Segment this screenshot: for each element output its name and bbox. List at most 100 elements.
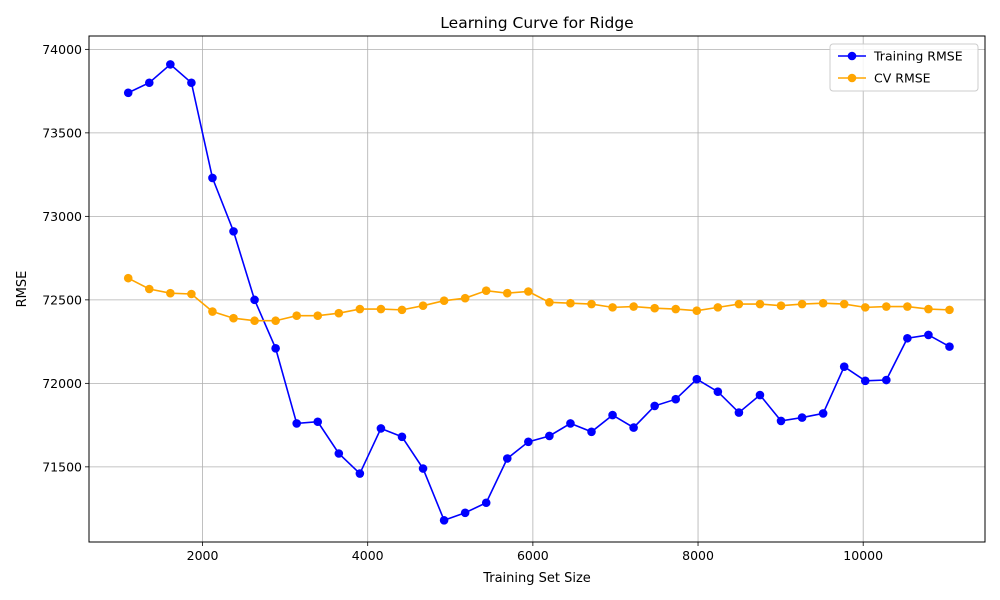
series-layer: [123, 60, 954, 525]
data-point: [587, 427, 596, 437]
data-point: [903, 333, 912, 343]
data-point: [481, 498, 491, 508]
data-point: [397, 432, 407, 442]
data-point: [334, 308, 344, 318]
data-point: [208, 173, 217, 183]
x-tick-label: 6000: [517, 548, 549, 563]
data-point: [524, 437, 533, 447]
data-point: [882, 302, 891, 311]
y-tick-label: 74000: [42, 42, 82, 57]
data-point: [587, 299, 596, 309]
chart-title: Learning Curve for Ridge: [440, 14, 633, 32]
data-point: [271, 316, 280, 326]
data-point: [608, 303, 617, 312]
data-point: [734, 408, 744, 417]
data-point: [692, 374, 702, 384]
series-cv-rmse: [123, 273, 954, 326]
data-point: [755, 299, 765, 309]
data-point: [187, 289, 196, 299]
data-point: [818, 409, 828, 418]
plot-frame: [88, 35, 986, 543]
data-point: [355, 469, 365, 478]
data-point: [945, 305, 954, 315]
data-point: [334, 449, 344, 458]
x-tick-label: 4000: [352, 548, 384, 563]
y-tick-label: 72000: [42, 376, 82, 391]
data-point: [882, 375, 891, 385]
data-point: [566, 298, 575, 308]
series-line: [127, 277, 950, 322]
data-point: [144, 78, 154, 88]
y-axis-label: RMSE: [15, 271, 30, 308]
data-point: [502, 288, 512, 298]
data-point: [650, 401, 659, 411]
data-point: [924, 304, 933, 314]
data-point: [945, 342, 954, 351]
data-point: [123, 273, 133, 283]
data-point: [460, 508, 470, 518]
data-point: [144, 284, 154, 294]
data-point: [481, 286, 491, 295]
x-axis-label: Training Set Size: [482, 571, 591, 586]
data-point: [713, 387, 723, 397]
y-tick-label: 71500: [42, 459, 82, 474]
data-point: [376, 304, 386, 314]
data-point: [671, 304, 681, 314]
legend-entry: Training RMSE: [838, 49, 963, 64]
legend-box: [829, 43, 979, 92]
data-point: [439, 296, 449, 305]
data-point: [713, 303, 723, 312]
data-point: [818, 298, 828, 308]
legend-entry: CV RMSE: [838, 71, 931, 86]
data-point: [924, 330, 933, 340]
data-point: [776, 301, 786, 310]
x-tick-label: 10000: [843, 548, 883, 563]
data-point: [839, 362, 849, 371]
data-point: [250, 316, 259, 326]
data-point: [460, 293, 470, 303]
legend-label: Training RMSE: [873, 49, 963, 64]
y-tick-label: 73500: [42, 125, 82, 140]
data-point: [860, 376, 870, 386]
data-point: [903, 302, 912, 311]
data-point: [524, 287, 533, 296]
data-point: [545, 431, 554, 441]
data-point: [629, 302, 638, 311]
legend: Training RMSE CV RMSE: [829, 43, 979, 92]
data-point: [397, 305, 407, 315]
data-point: [860, 303, 870, 312]
data-point: [692, 306, 702, 316]
data-point: [313, 311, 323, 321]
data-point: [292, 311, 301, 321]
data-point: [166, 288, 175, 298]
data-point: [797, 299, 807, 309]
data-point: [292, 419, 301, 428]
data-point: [650, 303, 659, 313]
data-point: [839, 299, 849, 309]
data-point: [439, 515, 449, 525]
data-point: [271, 343, 280, 353]
legend-marker: [847, 73, 857, 83]
data-point: [755, 390, 765, 400]
y-tick-label: 73000: [42, 209, 82, 224]
data-point: [671, 394, 681, 404]
data-point: [566, 419, 575, 428]
data-point: [734, 299, 744, 309]
data-point: [187, 78, 196, 88]
x-tick-label: 2000: [187, 548, 219, 563]
y-tick-label: 72500: [42, 292, 82, 307]
data-point: [502, 454, 512, 463]
data-point: [545, 298, 554, 307]
data-point: [797, 413, 807, 422]
series-training-rmse: [123, 60, 954, 525]
data-point: [250, 295, 259, 305]
legend-marker: [847, 51, 857, 61]
data-point: [776, 416, 786, 426]
data-point: [208, 307, 217, 316]
legend-label: CV RMSE: [874, 71, 931, 86]
series-line: [127, 63, 950, 522]
data-point: [229, 227, 238, 236]
data-point: [376, 424, 386, 433]
data-point: [166, 60, 175, 69]
